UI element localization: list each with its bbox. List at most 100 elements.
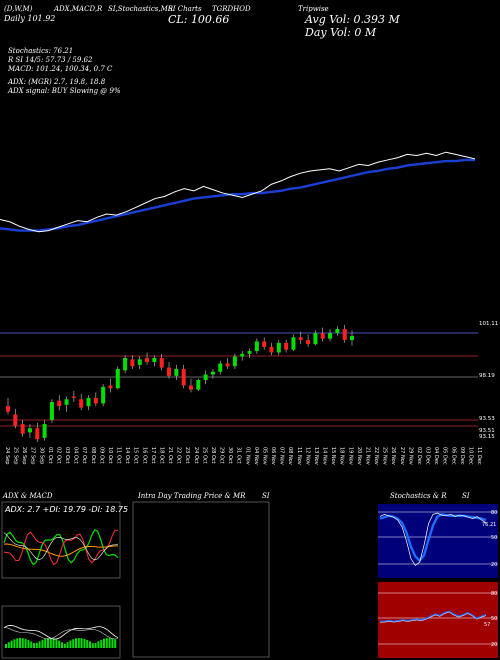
macd-bar xyxy=(86,640,89,648)
adx-signal-line xyxy=(3,532,119,561)
candle-body xyxy=(240,353,245,357)
candle-body xyxy=(247,351,252,354)
candle-body xyxy=(181,368,186,386)
candle xyxy=(130,355,135,369)
stoch-lines xyxy=(379,512,487,567)
candle xyxy=(298,331,303,345)
candle-body xyxy=(152,357,157,363)
candle-body xyxy=(350,335,354,341)
candle xyxy=(232,353,237,369)
header-open: Daily 101.92 xyxy=(4,14,56,23)
macd-bar xyxy=(52,638,55,648)
candle xyxy=(115,366,120,390)
macd-bar xyxy=(24,638,27,648)
candle xyxy=(203,370,208,385)
rsi-lines xyxy=(380,610,487,623)
candle xyxy=(123,355,128,374)
candle xyxy=(284,340,289,353)
adx-line xyxy=(3,543,119,557)
adx-lines xyxy=(3,529,119,566)
macd-bar xyxy=(7,642,10,648)
bottom-panels: ADX: 2.7 +DI: 19.79 -DI: 18.75 80 50 20 76.… xyxy=(1,501,498,659)
macd-bar xyxy=(97,641,100,648)
candle xyxy=(35,422,40,442)
macd-bar xyxy=(66,642,69,648)
date-tick: 27 Nov xyxy=(399,447,405,465)
macd-bar xyxy=(72,639,75,648)
stoch-tick: 80 xyxy=(491,510,497,516)
stoch-value: 76.21 xyxy=(482,522,496,528)
si-sub-label: SI Charts xyxy=(168,5,202,13)
candle xyxy=(101,384,106,407)
macd-bar xyxy=(75,638,77,648)
candle xyxy=(79,393,84,411)
candle xyxy=(137,356,142,369)
candle-body xyxy=(188,385,193,390)
candle-body xyxy=(196,380,201,390)
macd-bar xyxy=(63,643,66,648)
candlesticks xyxy=(6,324,354,442)
candle xyxy=(93,392,98,407)
date-tick: 03 Oct xyxy=(64,447,70,464)
price-guides xyxy=(0,332,478,427)
date-tick: 26 Nov xyxy=(390,447,396,465)
macd-bar xyxy=(100,639,103,648)
date-tick: 25 Oct xyxy=(201,447,207,464)
candle xyxy=(42,419,47,441)
intraday-panel-title: Intra Day Trading Price & MR xyxy=(138,492,246,500)
stoch-slow-line xyxy=(379,513,487,563)
rsi-readout: R SI 14/5: 57.73 / 59.62 xyxy=(8,56,93,64)
rsi-line xyxy=(380,610,487,623)
date-tick: 25 Sep xyxy=(13,447,19,464)
candle xyxy=(159,353,164,371)
candle-body xyxy=(284,342,289,350)
candle xyxy=(6,397,10,415)
macd-bar xyxy=(41,639,44,648)
candle-body xyxy=(291,337,296,350)
candle xyxy=(27,424,32,438)
candle xyxy=(291,334,296,352)
price-label: 93.51 xyxy=(479,428,495,434)
candle xyxy=(306,334,311,347)
macd-readout: MACD: 101.24, 100.34, 0.7 C xyxy=(8,65,113,73)
header-left: (D,W,M) xyxy=(4,5,32,13)
date-tick: 17 Oct xyxy=(150,447,156,464)
timeframe-label: (D,W,M) xyxy=(4,5,33,13)
candle-body xyxy=(101,386,106,404)
date-tick: 20 Nov xyxy=(356,447,362,465)
candle xyxy=(49,399,54,423)
price-label: 101.11 xyxy=(479,321,498,327)
candle-body xyxy=(27,428,32,433)
macd-bar xyxy=(80,638,83,648)
candle xyxy=(276,340,281,356)
date-tick: 24 Sep xyxy=(4,447,10,464)
candle-body xyxy=(6,406,10,412)
date-tick: 05 Dec xyxy=(442,447,448,465)
candle xyxy=(86,395,91,411)
ticker-code: TGRDHOD xyxy=(212,5,251,13)
date-tick: 14 Oct xyxy=(124,447,130,464)
date-tick: 10 Oct xyxy=(107,447,113,464)
macd-bar xyxy=(77,638,80,648)
plus-di-line xyxy=(3,529,119,566)
stoch-fast-line xyxy=(379,512,487,567)
macd-bar xyxy=(111,638,114,648)
candle xyxy=(254,338,259,354)
macd-bar xyxy=(30,641,33,648)
macd-bar xyxy=(47,638,49,648)
si-label: SI,Stochastics,MR xyxy=(108,5,174,13)
rsi-value: 57 xyxy=(484,622,490,628)
macd-bar xyxy=(89,641,91,648)
date-tick: 18 Nov xyxy=(339,447,345,465)
date-tick: 03 Dec xyxy=(425,447,431,465)
candle-body xyxy=(137,359,142,365)
stoch-tick: 20 xyxy=(491,562,497,568)
macd-bar xyxy=(83,638,86,648)
price-label: 98.19 xyxy=(479,373,495,379)
date-tick: 08 Nov xyxy=(287,447,293,465)
adx-readout: ADX: (MGR) 2.7, 19.8, 18.8 xyxy=(8,78,106,86)
date-tick: 08 Oct xyxy=(90,447,96,464)
candle xyxy=(174,364,179,380)
company-name: Tripwise xyxy=(298,5,329,13)
